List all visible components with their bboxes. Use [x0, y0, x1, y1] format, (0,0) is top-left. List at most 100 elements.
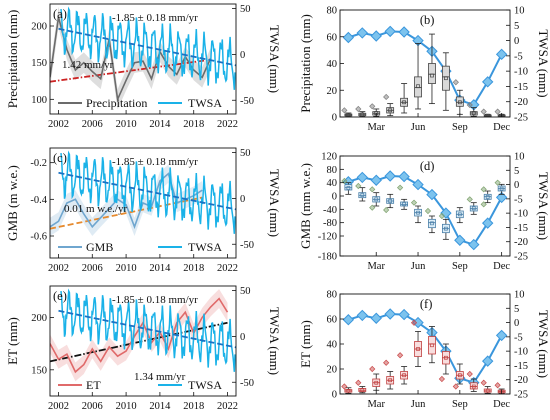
plot-area — [341, 308, 508, 394]
x-tick-label: Mar — [367, 122, 385, 133]
trend-line-twsa — [58, 171, 236, 211]
box-mean-marker — [416, 347, 420, 351]
twsa-monthly-marker — [370, 312, 382, 324]
twsa-monthly-marker — [412, 178, 424, 191]
outlier-marker — [355, 105, 362, 113]
outlier-marker — [383, 359, 390, 366]
box-mean-marker — [485, 195, 490, 199]
plot-area — [341, 25, 508, 117]
y-tick-label-right: -50 — [240, 378, 254, 389]
legend-label: GMB — [86, 240, 113, 254]
y-tick-label-right: -20 — [514, 375, 528, 386]
twsa-monthly-marker — [384, 170, 396, 182]
twsa-monthly-marker — [468, 238, 480, 251]
box-mean-marker — [388, 378, 393, 383]
y-axis-label-left: Precipitation (mm) — [298, 14, 313, 113]
twsa-monthly-marker — [356, 27, 369, 39]
series-line-twsa-monthly — [348, 312, 503, 384]
legend: Precipitation TWSA — [58, 96, 222, 110]
y-tick-label-right: -10 — [514, 347, 528, 358]
outlier-marker — [494, 382, 501, 389]
trend-line-et — [50, 321, 228, 363]
box-month-1 — [344, 112, 353, 117]
box-month-10 — [469, 107, 478, 117]
trend-line-twsa — [58, 27, 236, 67]
box-month-12 — [497, 183, 506, 195]
x-tick-label: Jun — [411, 399, 426, 410]
y-axis-label-right: TWSA (mm) — [267, 169, 282, 237]
box-month-6 — [414, 331, 422, 367]
outlier-marker — [452, 79, 459, 86]
y-tick-label-left: 150 — [31, 365, 47, 376]
panel-label: (e) — [53, 289, 67, 303]
series-line-twsa-monthly — [348, 174, 503, 246]
y-tick-label-right: -10 — [514, 67, 528, 78]
box-month-4 — [386, 193, 395, 209]
outlier-marker — [397, 184, 404, 191]
trend-line-twsa — [58, 309, 236, 349]
y-tick-label-left: 60 — [327, 32, 338, 43]
outlier-marker — [438, 212, 445, 220]
box-mean-marker — [485, 113, 490, 117]
box-iqr — [428, 218, 436, 229]
panel-c: 2002 2006 2010 2014 2018 2022 -0.2 -0.4 -0.6 -50 0… — [5, 147, 282, 274]
box-mean-marker — [346, 389, 351, 393]
outlier-marker — [480, 201, 487, 208]
twsa-monthly-marker — [356, 171, 369, 184]
box-month-2 — [358, 187, 367, 202]
box-mean-marker — [374, 380, 379, 385]
box-mean-marker — [360, 388, 365, 393]
y-tick-label-left: -80 — [323, 218, 337, 229]
y-tick-label-left: 150 — [31, 58, 47, 69]
plot-area — [341, 170, 508, 251]
x-tick-label: 2006 — [82, 119, 103, 130]
x-tick-label: Sep — [452, 261, 468, 272]
annotation-twsa-trend: -1.85 ± 0.18 mm/yr — [112, 294, 198, 306]
annotation-precipitation-trend: 1.42 mm/yr — [62, 59, 114, 71]
x-tick-label: Dec — [493, 261, 510, 272]
box-month-4 — [386, 103, 395, 117]
legend-label: TWSA — [188, 240, 222, 254]
x-tick-label: 2006 — [82, 263, 103, 274]
twsa-monthly-marker — [384, 308, 396, 320]
panel-a: 2002 2006 2010 2014 2018 2022 100 150 200 -50 0 50 P… — [5, 3, 282, 130]
x-tick-label: Jun — [411, 261, 426, 272]
y-tick-label-left: 80 — [327, 6, 338, 17]
y-tick-label-left: 20 — [327, 86, 338, 97]
x-tick-label: 2002 — [48, 401, 69, 412]
x-tick-label: 2022 — [217, 401, 238, 412]
outlier-marker — [494, 179, 501, 186]
uncertainty-band — [50, 6, 211, 110]
x-tick-label: 2018 — [183, 401, 204, 412]
twsa-monthly-marker — [342, 31, 355, 44]
y-tick-label-right: -50 — [240, 240, 254, 251]
box-mean-marker — [388, 199, 393, 203]
outlier-marker — [480, 186, 487, 193]
y-tick-label-left: 120 — [321, 152, 337, 163]
y-tick-label-left: 60 — [327, 315, 338, 326]
twsa-monthly-marker — [384, 25, 396, 38]
twsa-monthly-marker — [398, 308, 410, 321]
series-line-twsa-monthly — [348, 30, 503, 106]
x-tick-label: 2010 — [116, 401, 137, 412]
box-month-1 — [344, 182, 353, 195]
panel-d: Mar Jun Sep Dec 120 80 40 0 -40 -80 -120 -180 10 5 0 -5… — [298, 152, 550, 273]
box-month-9 — [455, 89, 464, 115]
y-tick-label-left: 0 — [332, 113, 337, 124]
outlier-marker — [369, 103, 376, 110]
legend: ET TWSA — [58, 378, 222, 392]
legend-label: TWSA — [188, 96, 222, 110]
box-month-6 — [414, 205, 422, 224]
y-tick-label-right: 0 — [514, 36, 519, 47]
y-tick-label-right: -25 — [514, 113, 528, 124]
box-month-8 — [442, 52, 450, 111]
panel-label: (c) — [53, 151, 67, 165]
box-mean-marker — [444, 355, 448, 360]
outlier-marker — [369, 204, 376, 211]
box-iqr — [455, 96, 464, 107]
box-month-1 — [344, 387, 353, 394]
box-month-10 — [469, 378, 478, 392]
y-tick-label-right: 0 — [240, 332, 245, 343]
x-tick-label: 2006 — [82, 401, 103, 412]
